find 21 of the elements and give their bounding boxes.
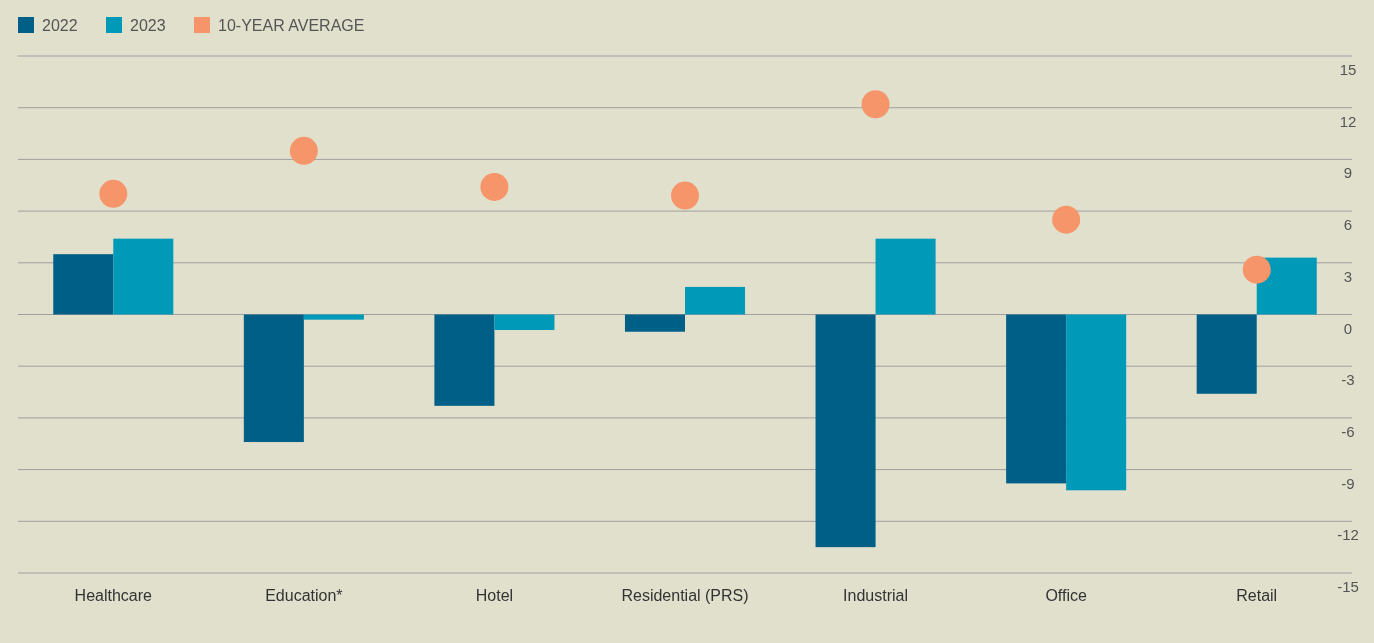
y-tick-label: 6	[1343, 216, 1353, 234]
legend-label: 10-YEAR AVERAGE	[218, 17, 365, 34]
x-tick-label: Healthcare	[74, 587, 153, 604]
x-tick-label: Industrial	[843, 587, 909, 604]
y-tick-label: 3	[1343, 267, 1353, 285]
x-tick-label: Residential (PRS)	[621, 587, 749, 604]
y-tick-label: 0	[1343, 319, 1353, 337]
y-tick-label: 12	[1339, 112, 1357, 130]
x-tick-label: Office	[1045, 587, 1087, 604]
x-tick-label: Hotel	[475, 587, 514, 604]
y-tick-label: -12	[1337, 526, 1359, 544]
x-tick-label: Retail	[1236, 587, 1278, 604]
legend-label: 2023	[130, 17, 166, 34]
y-tick-label: -3	[1341, 371, 1355, 389]
y-tick-label: 9	[1343, 164, 1353, 182]
y-tick-label: -15	[1337, 578, 1359, 595]
y-tick-label: 15	[1339, 61, 1357, 78]
x-tick-label: Education*	[265, 587, 343, 604]
y-tick-label: -6	[1341, 422, 1355, 440]
legend-label: 2022	[42, 17, 78, 34]
y-tick-label: -9	[1341, 474, 1355, 492]
